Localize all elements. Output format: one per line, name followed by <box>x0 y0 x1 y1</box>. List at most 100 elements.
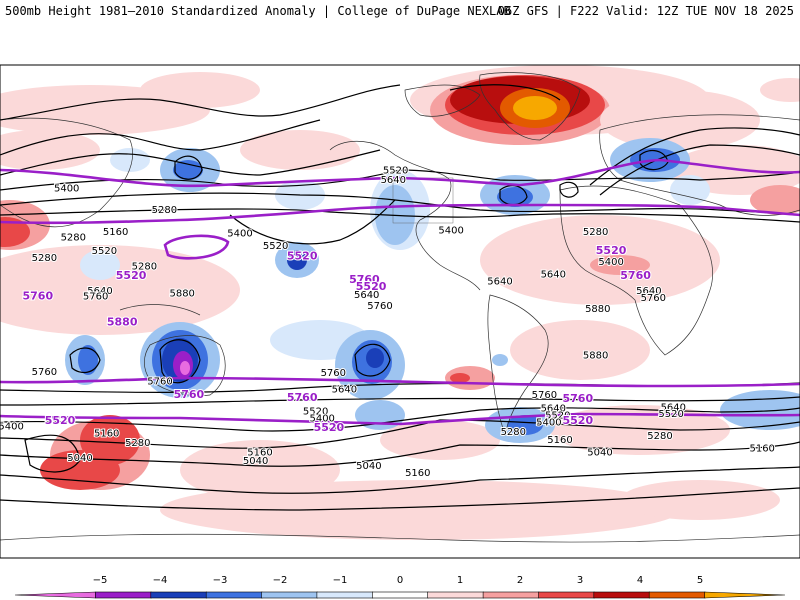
contour-label: 5880 <box>583 350 608 361</box>
highlight-contour-label: 5760 <box>562 392 593 405</box>
colorbar-tick-label: 1 <box>457 575 463 586</box>
highlight-contour-label: 5760 <box>22 289 53 302</box>
contour-label: 5400 <box>227 228 252 239</box>
contour-label: 5160 <box>103 227 128 238</box>
maritime-continent <box>119 304 201 316</box>
highlight-contour-label: 5520 <box>287 250 318 263</box>
contour-label: 5520 <box>263 241 288 252</box>
map-title: 500mb Height 1981–2010 Standardized Anom… <box>5 4 511 18</box>
colorbar-cell <box>538 591 595 599</box>
highlight-contour-label: 5760 <box>620 269 651 282</box>
highlight-contour-label: 5520 <box>596 244 627 257</box>
colorbar-cells <box>14 591 786 599</box>
highlight-contour-label: 5760 <box>349 273 380 286</box>
contour-label: 5520 <box>383 165 408 176</box>
contour-label: 5280 <box>583 227 608 238</box>
contour-label: 5760 <box>321 368 346 379</box>
contour-label: 5160 <box>94 428 119 439</box>
contour-label: 5280 <box>501 427 526 438</box>
contour-label: 5640 <box>87 286 112 297</box>
contour-label: 5160 <box>247 448 272 459</box>
eurasia-east <box>0 117 133 228</box>
colorbar-cell <box>371 591 429 599</box>
map-frame <box>0 64 800 559</box>
contour-label: 5880 <box>585 304 610 315</box>
colorbar-cell <box>14 591 96 599</box>
contour-5880-ring <box>163 234 230 260</box>
australia <box>144 335 226 397</box>
colorbar: −5 −4 −3 −2 −1 0 1 2 3 4 5 <box>14 575 786 599</box>
contour-label: 5280 <box>152 205 177 216</box>
highlight-contour-label: 5760 <box>287 391 318 404</box>
colorbar-ticks: −5 −4 −3 −2 −1 0 1 2 3 4 5 <box>93 575 704 586</box>
contour-label: 5400 <box>54 183 79 194</box>
arctic-islands <box>404 84 481 117</box>
contour-label: 5520 <box>303 407 328 418</box>
south-america <box>487 294 549 437</box>
contour-label: 5280 <box>32 253 57 264</box>
contour-label: 5280 <box>132 261 157 272</box>
contour-label: 5880 <box>169 289 194 300</box>
contour-label: 5280 <box>61 233 86 244</box>
contour-label: 5160 <box>405 468 430 479</box>
contour-label: 5760 <box>532 390 557 401</box>
colorbar-cell <box>150 591 208 599</box>
highlight-contour-label: 5520 <box>314 421 345 434</box>
colorbar-cell <box>95 591 152 599</box>
colorbar-cell <box>205 591 263 599</box>
contour-label: 5400 <box>598 257 623 268</box>
contour-label: 5040 <box>356 461 381 472</box>
contour-label: 5760 <box>641 293 666 304</box>
highlight-contour-label: 5520 <box>356 280 387 293</box>
colorbar-tick-label: 2 <box>517 575 523 586</box>
contour-label: 5280 <box>125 438 150 449</box>
contour-label: 5640 <box>541 404 566 415</box>
contour-label: 5640 <box>487 276 512 287</box>
contour-label: 5400 <box>0 422 24 433</box>
colorbar-tick-label: −4 <box>153 575 168 586</box>
contour-label: 5160 <box>547 435 572 446</box>
colorbar-tick-label: −1 <box>333 575 348 586</box>
highlight-contour-label: 5880 <box>107 316 138 329</box>
anomaly-shading <box>0 65 800 540</box>
contour-label: 5040 <box>243 456 268 467</box>
contour-label: 5760 <box>367 301 392 312</box>
contour-label: 5520 <box>545 411 570 422</box>
colorbar-cell <box>316 591 374 599</box>
antarctica-coast <box>0 533 800 543</box>
colorbar-tick-label: −2 <box>273 575 288 586</box>
contour-label: 5400 <box>309 413 334 424</box>
north-america-coast <box>329 141 481 291</box>
contour-label: 5640 <box>332 385 357 396</box>
contour-label: 5640 <box>661 402 686 413</box>
contour-label: 5760 <box>83 291 108 302</box>
colorbar-cell <box>482 591 540 599</box>
contour-label: 5040 <box>587 448 612 459</box>
highlight-contour-label: 5520 <box>116 269 147 282</box>
contour-label: 5400 <box>438 226 463 237</box>
contour-5520-south <box>0 412 800 426</box>
colorbar-tick-label: 5 <box>697 575 703 586</box>
contour-5520-north <box>0 158 800 188</box>
africa <box>559 185 713 356</box>
contour-label: 5400 <box>536 417 561 428</box>
highlight-contour-label: 5520 <box>45 414 76 427</box>
contour-label: 5640 <box>541 270 566 281</box>
colorbar-tick-label: 0 <box>397 575 403 586</box>
highlight-contour-label: 5520 <box>562 414 593 427</box>
contour-label: 5280 <box>647 431 672 442</box>
colorbar-cell <box>648 591 706 599</box>
contour-5760-south <box>0 376 800 388</box>
contour-label: 5520 <box>92 246 117 257</box>
highlight-contour-label: 5760 <box>174 388 205 401</box>
colorbar-tick-label: −5 <box>93 575 108 586</box>
contour-label: 5640 <box>354 290 379 301</box>
contour-label: 5160 <box>749 443 774 454</box>
colorbar-tick-label: 4 <box>637 575 643 586</box>
contour-5760-north <box>0 203 800 225</box>
greenland <box>479 72 581 141</box>
contour-label: 5760 <box>147 376 172 387</box>
